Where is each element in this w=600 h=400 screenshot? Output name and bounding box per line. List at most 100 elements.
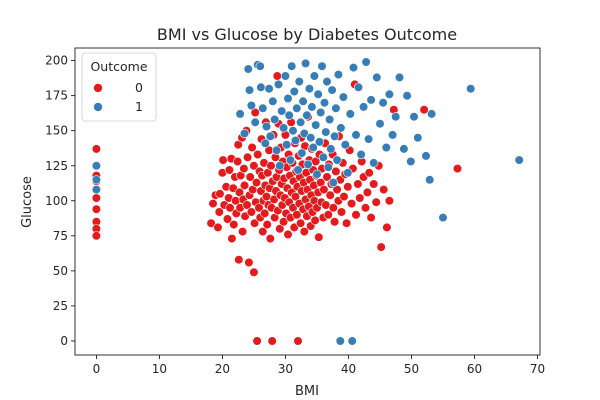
point-outcome-1-69	[338, 92, 349, 102]
point-outcome-0-119	[292, 210, 302, 220]
x-tick-label-70: 70	[530, 362, 545, 376]
point-outcome-1-92	[402, 91, 412, 101]
x-axis-label: BMI	[295, 384, 319, 399]
point-outcome-1-67	[335, 336, 345, 346]
point-outcome-1-66	[333, 69, 344, 80]
legend: Outcome 0 1	[81, 52, 157, 122]
point-outcome-0-58	[253, 149, 263, 160]
y-tick-label-175: 175	[45, 89, 68, 103]
point-outcome-0-19	[222, 214, 233, 224]
point-outcome-1-57	[322, 76, 332, 87]
point-outcome-1-53	[317, 61, 327, 71]
point-outcome-0-30	[233, 156, 243, 167]
point-outcome-0-148	[310, 215, 320, 225]
point-outcome-1-7	[246, 100, 256, 111]
point-outcome-1-45	[307, 102, 317, 112]
point-outcome-1-95	[413, 133, 423, 143]
point-outcome-1-25	[282, 140, 292, 150]
point-outcome-1-98	[427, 109, 437, 119]
y-tick-label-200: 200	[45, 54, 68, 68]
point-outcome-0-21	[224, 165, 234, 175]
point-outcome-0-185	[351, 210, 361, 220]
point-outcome-0-59	[254, 203, 264, 213]
point-outcome-1-59	[325, 114, 335, 125]
point-outcome-1-77	[356, 149, 366, 160]
y-tick-label-25: 25	[53, 299, 68, 313]
point-outcome-0-32	[234, 255, 244, 265]
point-outcome-1-38	[298, 96, 308, 106]
point-outcome-1-73	[347, 336, 357, 346]
y-axis-label: Glucose	[20, 176, 35, 228]
point-outcome-0-202	[419, 105, 429, 115]
point-outcome-0-194	[369, 179, 379, 189]
point-outcome-0-40	[239, 180, 250, 190]
point-outcome-0-162	[322, 172, 332, 182]
point-outcome-1-88	[388, 130, 398, 140]
point-outcome-0-49	[247, 142, 257, 153]
point-outcome-1-65	[332, 155, 342, 165]
point-outcome-1-82	[369, 158, 379, 168]
point-outcome-1-70	[340, 140, 350, 150]
point-outcome-0-51	[249, 161, 259, 171]
point-outcome-1-51	[314, 137, 325, 147]
point-outcome-0-193	[366, 213, 376, 223]
point-outcome-1-41	[302, 110, 312, 120]
point-outcome-1-36	[296, 117, 306, 127]
point-outcome-0-37	[238, 227, 248, 237]
point-outcome-1-3	[235, 109, 245, 119]
point-outcome-1-39	[299, 128, 309, 139]
point-outcome-0-125	[296, 218, 306, 228]
point-outcome-1-44	[306, 133, 316, 143]
point-outcome-0-131	[299, 227, 309, 237]
point-outcome-0-65	[258, 227, 268, 237]
point-outcome-1-31	[289, 86, 299, 97]
point-outcome-1-74	[348, 62, 359, 73]
point-outcome-1-101	[514, 155, 524, 165]
point-outcome-0-56	[251, 178, 262, 188]
point-outcome-0-88	[272, 71, 282, 81]
point-outcome-0-43	[242, 200, 252, 210]
point-outcome-0-195	[371, 197, 381, 207]
legend-label-1: 1	[135, 99, 143, 114]
point-outcome-0-78	[266, 161, 276, 171]
points-layer	[91, 57, 524, 346]
point-outcome-1-43	[304, 84, 315, 94]
y-tick-label-100: 100	[45, 194, 68, 208]
point-outcome-1-11	[256, 82, 266, 92]
point-outcome-0-47	[245, 172, 255, 182]
point-outcome-1-50	[313, 89, 323, 99]
y-axis-ticks: 0 25 50 75 100 125 150 175 200	[45, 54, 75, 348]
point-outcome-0-200	[384, 196, 395, 206]
point-outcome-1-100	[466, 84, 476, 94]
point-outcome-0-13	[214, 207, 224, 217]
point-outcome-1-8	[250, 117, 260, 127]
point-outcome-1-84	[375, 119, 385, 129]
point-outcome-1-47	[309, 71, 320, 81]
point-outcome-0-165	[325, 190, 335, 200]
point-outcome-0-177	[339, 192, 349, 202]
point-outcome-0-9	[206, 218, 216, 228]
point-outcome-0-197	[376, 242, 386, 252]
point-outcome-1-71	[343, 168, 353, 178]
point-outcome-1-23	[279, 123, 289, 133]
point-outcome-0-117	[290, 192, 301, 202]
point-outcome-0-159	[319, 185, 329, 195]
point-outcome-1-26	[283, 93, 293, 104]
point-outcome-0-68	[260, 208, 270, 218]
point-outcome-1-64	[331, 103, 341, 113]
point-outcome-1-6	[244, 85, 255, 95]
point-outcome-1-87	[384, 89, 395, 99]
point-outcome-0-31	[233, 140, 243, 150]
point-outcome-1-14	[261, 121, 272, 132]
y-tick-label-75: 75	[53, 229, 68, 243]
point-outcome-0-48	[246, 207, 256, 217]
point-outcome-0-16	[218, 155, 228, 165]
point-outcome-1-32	[290, 135, 301, 146]
point-outcome-1-68	[336, 123, 346, 133]
point-outcome-0-25	[228, 183, 238, 193]
point-outcome-1-29	[287, 61, 297, 71]
point-outcome-1-76	[353, 82, 364, 92]
point-outcome-0-4	[91, 193, 101, 203]
point-outcome-0-53	[250, 218, 260, 228]
y-tick-label-125: 125	[45, 159, 68, 173]
